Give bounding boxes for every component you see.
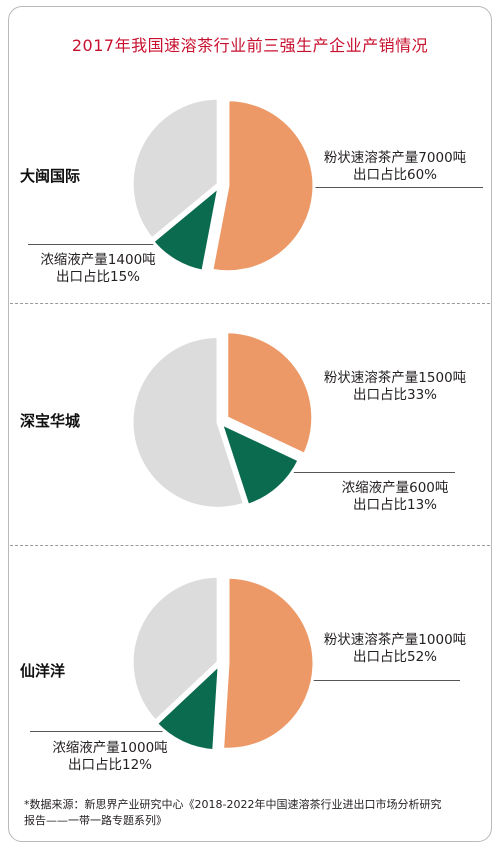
powder-export-label: 出口占比52% [352, 649, 437, 665]
leader-line [30, 731, 180, 732]
powder-output-label: 粉状速溶茶产量7000吨 [323, 150, 467, 166]
leader-line [28, 244, 178, 245]
powder-output-label: 粉状速溶茶产量1000吨 [323, 632, 467, 648]
concentrate-label-2: 浓缩液产量600吨 出口占比13% [300, 480, 490, 514]
powder-export-label: 出口占比60% [352, 167, 437, 183]
concentrate-export-label: 出口占比15% [55, 269, 140, 285]
concentrate-export-label: 出口占比13% [352, 497, 437, 513]
powder-output-label: 粉状速溶茶产量1500吨 [323, 370, 467, 386]
slice-other [130, 334, 247, 510]
slice-powder [225, 330, 315, 457]
company-name-1: 大闽国际 [20, 167, 81, 185]
company-name-3: 仙洋洋 [20, 662, 66, 680]
leader-line [260, 680, 460, 681]
powder-label-3: 粉状速溶茶产量1000吨 出口占比52% [300, 632, 490, 666]
powder-label-1: 粉状速溶茶产量7000吨 出口占比60% [300, 150, 490, 184]
slice-powder [210, 98, 316, 274]
concentrate-label-1: 浓缩液产量1400吨 出口占比15% [18, 252, 178, 286]
company-name-2: 深宝华城 [20, 412, 81, 430]
concentrate-label-3: 浓缩液产量1000吨 出口占比12% [30, 740, 190, 774]
chart-title: 2017年我国速溶茶行业前三强生产企业产销情况 [71, 36, 429, 55]
footnote: *数据来源：新思界产业研究中心《2018-2022年中国速溶茶行业进出口市场分析… [24, 797, 484, 829]
slice-concentrate [154, 661, 221, 753]
slice-other [130, 574, 220, 724]
powder-label-2: 粉状速溶茶产量1500吨 出口占比33% [300, 370, 490, 404]
slice-other [130, 96, 220, 242]
footnote-line-2: 报告——一带一路专题系列》 [24, 814, 167, 827]
slice-powder [221, 575, 316, 751]
concentrate-export-label: 出口占比12% [67, 757, 152, 773]
concentrate-output-label: 浓缩液产量1400吨 [40, 252, 156, 268]
concentrate-output-label: 浓缩液产量600吨 [341, 480, 449, 496]
leader-line [258, 187, 483, 188]
slice-concentrate [218, 420, 302, 508]
slice-concentrate [150, 182, 222, 273]
section-divider [10, 545, 490, 546]
concentrate-output-label: 浓缩液产量1000吨 [52, 740, 168, 756]
powder-export-label: 出口占比33% [352, 387, 437, 403]
leader-line [265, 472, 455, 473]
section-divider [10, 303, 490, 304]
chart-frame [8, 6, 492, 842]
footnote-line-1: *数据来源：新思界产业研究中心《2018-2022年中国速溶茶行业进出口市场分析… [24, 798, 442, 811]
